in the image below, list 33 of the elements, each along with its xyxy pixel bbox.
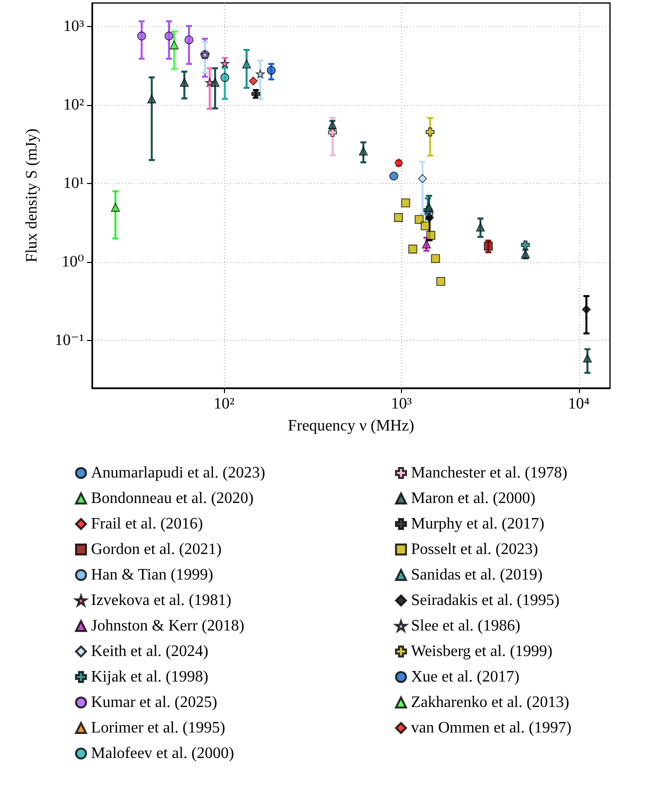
legend-label: Posselt et al. (2023)	[411, 541, 538, 558]
legend-label: Zakharenko et al. (2013)	[411, 694, 570, 711]
legend-label: Murphy et al. (2017)	[411, 516, 544, 532]
legend-label: Han & Tian (1999)	[91, 566, 214, 584]
legend-label: Seiradakis et al. (1995)	[411, 592, 560, 609]
y-tick-label: 10²	[63, 96, 84, 114]
x-tick-label: 10⁴	[568, 396, 590, 412]
y-tick-label: 10⁰	[62, 254, 84, 271]
y-tick-label: 10³	[63, 18, 84, 36]
x-tick-label: 10²	[214, 396, 235, 412]
legend-label: Frail et al. (2016)	[91, 516, 203, 532]
x-axis-title: Frequency ν (MHz)	[288, 418, 414, 434]
legend-label: Xue et al. (2017)	[411, 668, 520, 686]
y-axis-title: Flux density S (mJy)	[24, 128, 40, 262]
legend-label: Slee et al. (1986)	[411, 618, 520, 634]
legend-label: Sanidas et al. (2019)	[411, 566, 543, 584]
legend-label: Johnston & Kerr (2018)	[91, 618, 244, 634]
legend-label: Manchester et al. (1978)	[411, 464, 568, 482]
legend-label: Bondonneau et al. (2020)	[91, 490, 254, 507]
legend-label: Izvekova et al. (1981)	[91, 592, 232, 609]
legend-label: van Ommen et al. (1997)	[411, 720, 572, 736]
legend-label: Gordon et al. (2021)	[91, 541, 222, 558]
legend-label: Weisberg et al. (1999)	[411, 643, 552, 660]
legend-label: Kumar et al. (2025)	[91, 694, 218, 711]
y-tick-label: 10⁻¹	[54, 332, 84, 350]
legend-label: Keith et al. (2024)	[91, 643, 208, 660]
legend-label: Anumarlapudi et al. (2023)	[91, 464, 266, 482]
legend-label: Lorimer et al. (1995)	[91, 720, 226, 736]
y-tick-label: 10¹	[63, 175, 84, 192]
legend-label: Kijak et al. (1998)	[91, 668, 208, 686]
x-tick-label: 10³	[391, 396, 412, 412]
legend-label: Maron et al. (2000)	[411, 490, 536, 507]
legend-label: Malofeev et al. (2000)	[91, 745, 234, 762]
